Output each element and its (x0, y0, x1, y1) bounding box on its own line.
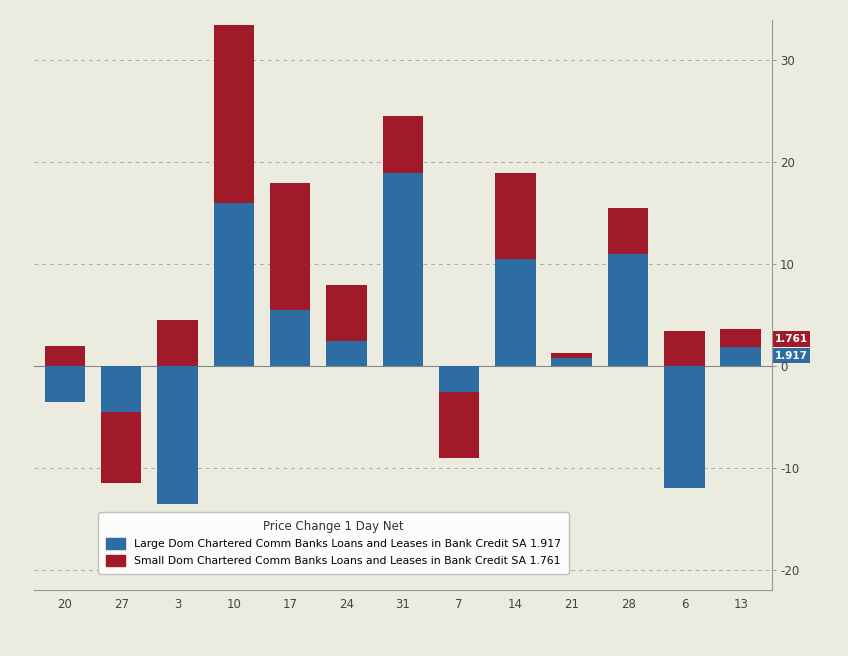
Bar (439, 366, 479, 392)
Bar (721, 329, 761, 346)
Bar (664, 366, 705, 489)
Bar (439, 392, 479, 458)
Bar (157, 366, 198, 504)
Bar (157, 320, 198, 366)
Bar (214, 25, 254, 203)
Bar (326, 340, 366, 366)
Bar (45, 346, 85, 366)
Bar (101, 366, 142, 412)
Bar (214, 203, 254, 366)
Bar (551, 358, 592, 366)
Text: 1.917: 1.917 (774, 351, 807, 361)
Bar (608, 208, 649, 254)
Bar (721, 346, 761, 366)
Bar (664, 331, 705, 366)
Legend: Large Dom Chartered Comm Banks Loans and Leases in Bank Credit SA 1.917, Small D: Large Dom Chartered Comm Banks Loans and… (98, 512, 569, 573)
Bar (45, 366, 85, 402)
Text: 1.761: 1.761 (774, 334, 807, 344)
Bar (382, 117, 423, 173)
Bar (382, 173, 423, 366)
Bar (270, 310, 310, 366)
Bar (101, 412, 142, 483)
Bar (270, 183, 310, 310)
Bar (326, 285, 366, 340)
Bar (551, 353, 592, 358)
Bar (608, 254, 649, 366)
Bar (495, 259, 536, 366)
Bar (495, 173, 536, 259)
